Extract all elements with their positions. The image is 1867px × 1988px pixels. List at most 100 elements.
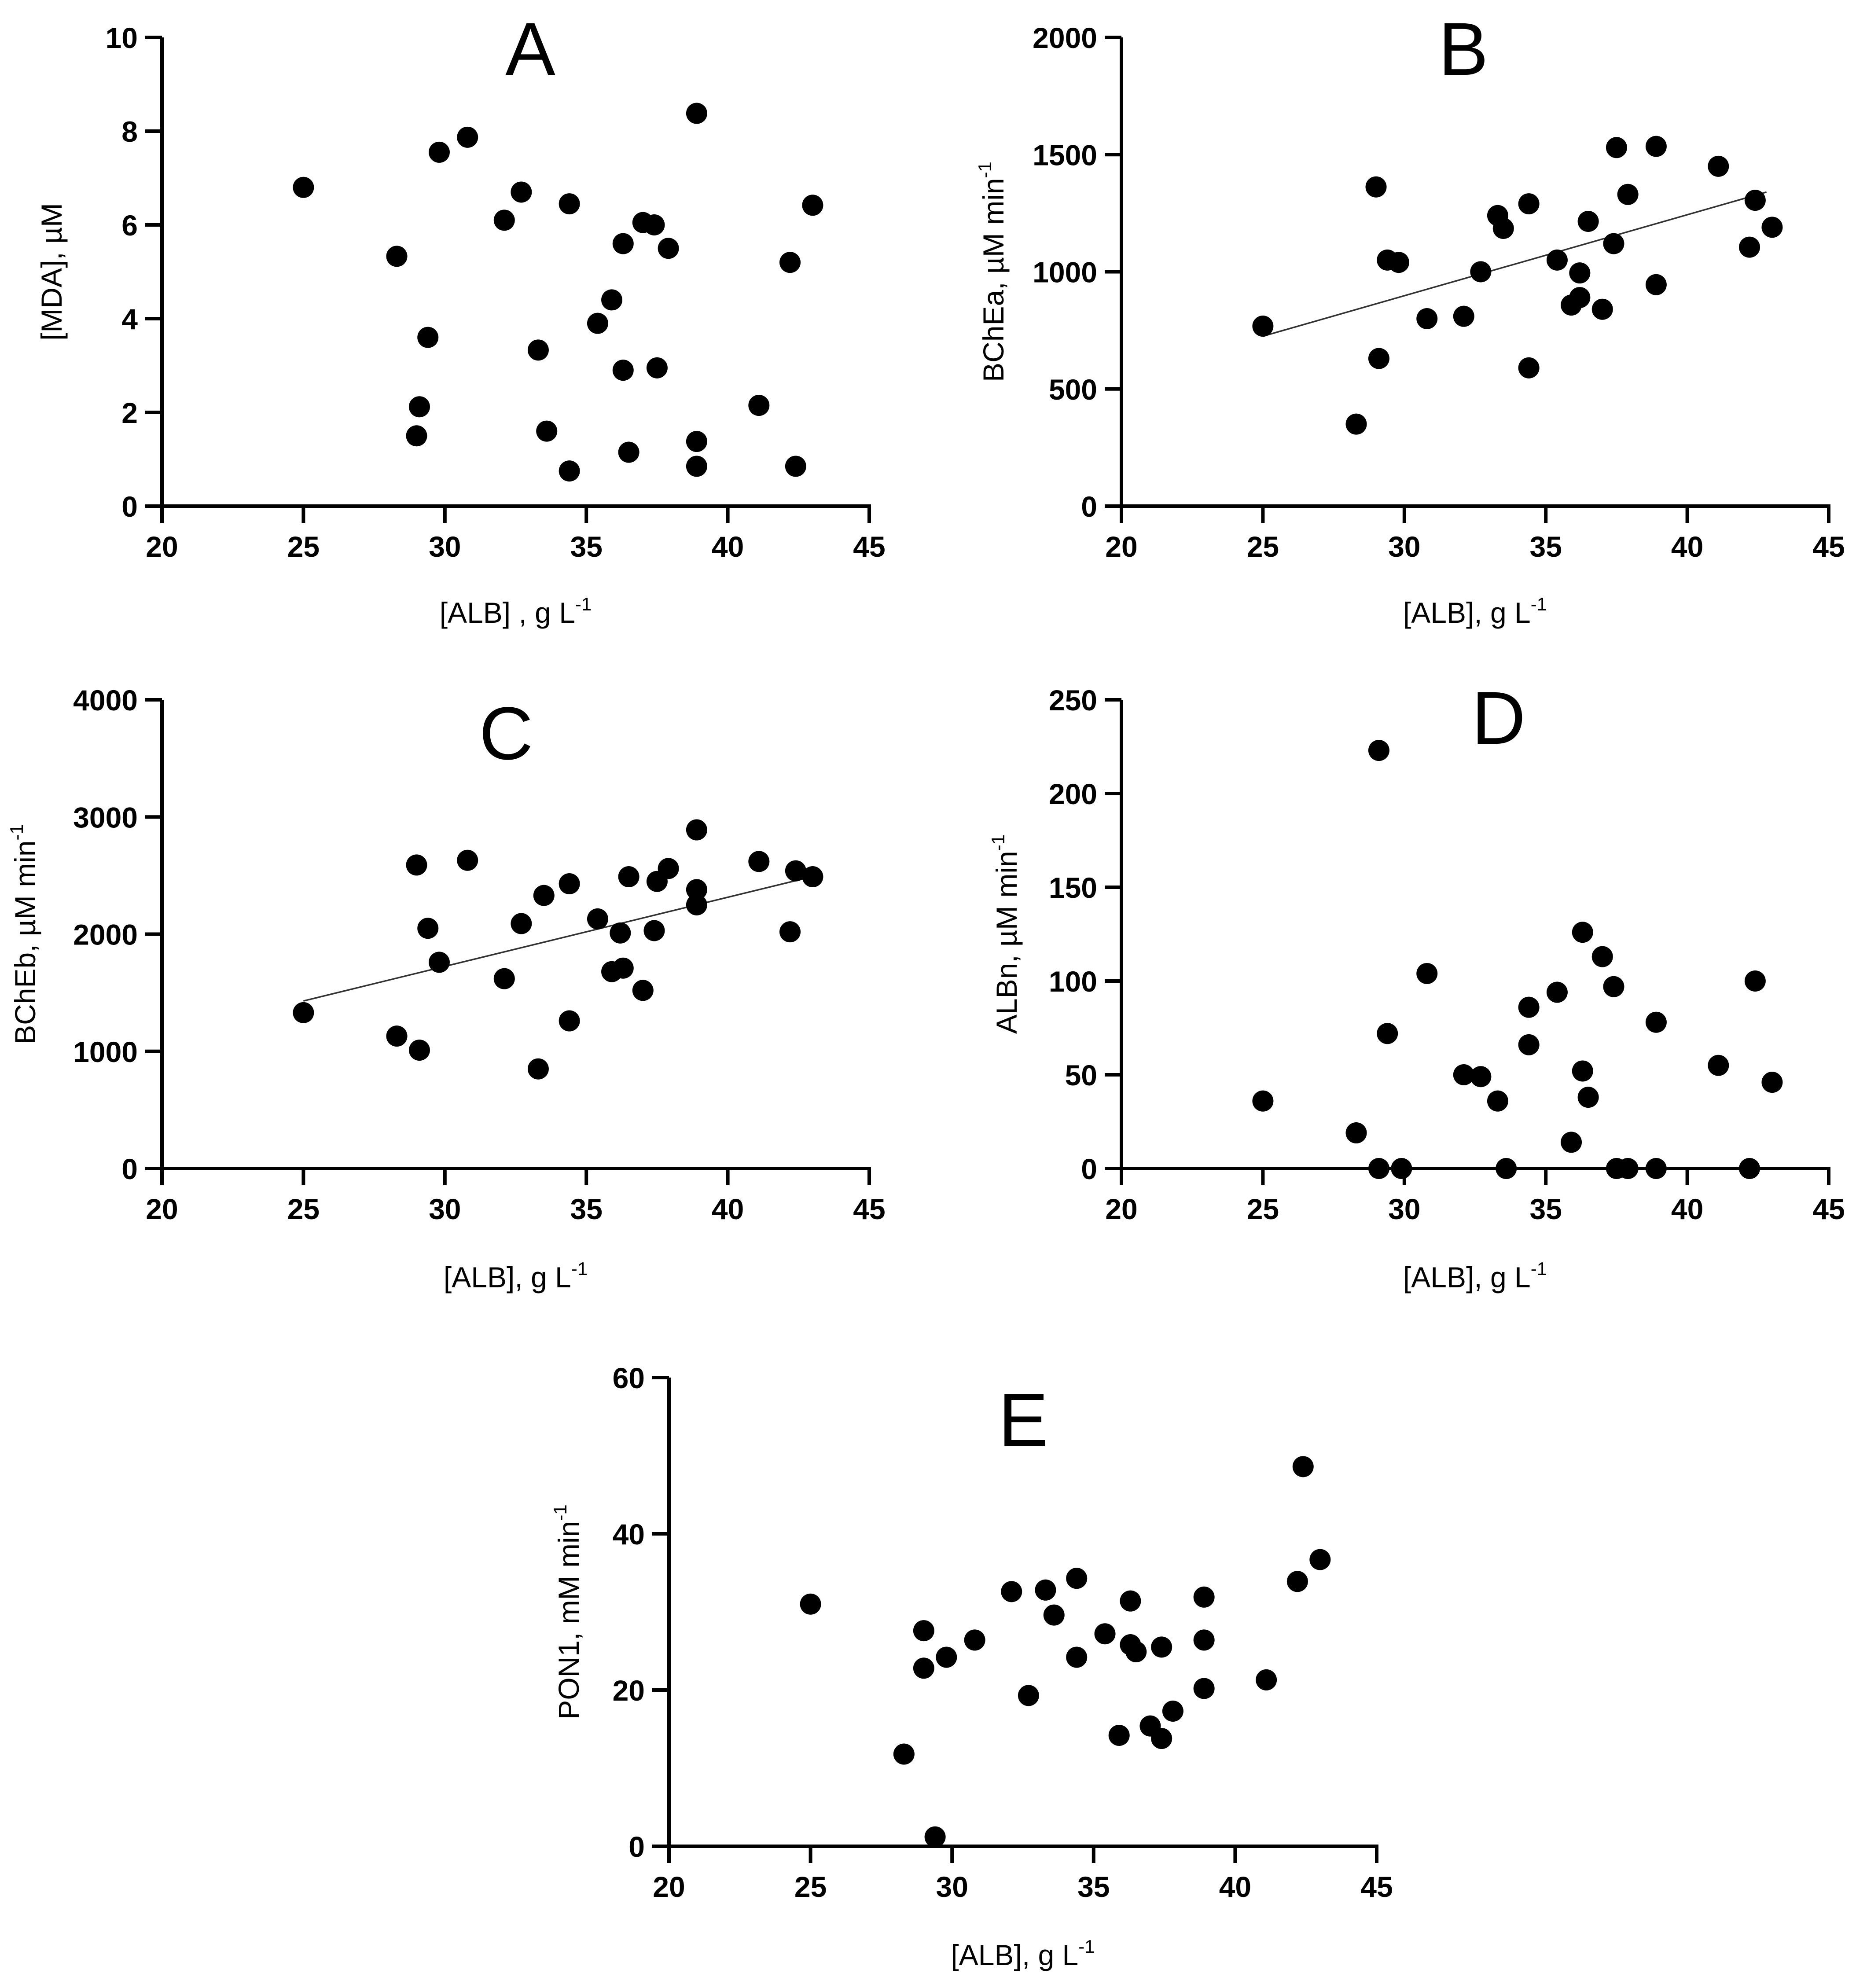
y-tick-label: 200 [1049, 778, 1097, 810]
data-point [1151, 1636, 1172, 1658]
data-point [686, 431, 707, 452]
x-axis-label-text: [ALB], g L [951, 1939, 1078, 1971]
data-point [1066, 1646, 1088, 1668]
data-point [1416, 308, 1438, 329]
x-axis-label-text: [ALB] , g L [440, 596, 575, 629]
data-point [1001, 1581, 1022, 1602]
data-point [1193, 1629, 1215, 1651]
data-point [1162, 1700, 1183, 1722]
data-point [1416, 963, 1438, 984]
y-tick-label: 40 [613, 1518, 645, 1551]
data-point [686, 819, 707, 841]
x-tick-label: 35 [570, 1193, 602, 1225]
data-point [601, 289, 623, 311]
y-tick-label: 0 [121, 490, 138, 523]
data-point [493, 968, 515, 989]
y-axis-label: BChEb, µM min-1 [6, 824, 41, 1044]
y-axis-label-superscript: -1 [988, 834, 1008, 851]
data-point [1739, 236, 1760, 258]
data-point [1151, 1728, 1172, 1749]
data-point [686, 103, 707, 124]
x-tick-label: 40 [712, 530, 744, 563]
data-point [1292, 1456, 1314, 1477]
y-axis-label-text: PON1, mM min [552, 1521, 585, 1720]
data-point [527, 1058, 549, 1080]
x-axis-label-superscript: -1 [1531, 594, 1547, 614]
chart-panel-a: 20 25 30 35 40 45 0 2 4 6 8 10 [ALB] , g L-1 [MDA], µ… [35, 7, 886, 629]
x-axis-label: [ALB], g L-1 [444, 1258, 588, 1293]
data-point [587, 312, 608, 334]
x-axis-label: [ALB] , g L-1 [440, 594, 592, 629]
data-point [1286, 1571, 1308, 1592]
data-point [1577, 211, 1599, 232]
data-point [1569, 287, 1591, 309]
data-point [1518, 996, 1540, 1018]
data-point [457, 126, 478, 148]
y-tick-label: 250 [1049, 684, 1097, 717]
data-point [511, 181, 532, 203]
data-point [386, 1025, 408, 1047]
y-tick-label: 1500 [1033, 139, 1097, 171]
data-point [785, 456, 806, 477]
data-point [686, 879, 707, 900]
data-point [408, 396, 430, 418]
x-tick-label: 45 [1812, 530, 1845, 563]
data-point [1193, 1678, 1215, 1699]
y-axis-label: [MDA], µM [35, 203, 68, 341]
panel-letter: C [479, 692, 533, 775]
x-tick-label: 30 [429, 530, 461, 563]
data-point [1708, 155, 1729, 177]
data-point [1043, 1604, 1065, 1626]
data-point [686, 456, 707, 477]
data-point [1368, 1158, 1389, 1179]
data-point [1309, 1549, 1331, 1570]
data-point [293, 176, 314, 198]
data-point [1252, 316, 1274, 337]
y-axis-label-text: BChEa, µM min [977, 178, 1010, 382]
data-point [1645, 1011, 1667, 1033]
x-axis-label-superscript: -1 [571, 1258, 588, 1279]
data-point [748, 851, 770, 872]
x-tick-label: 30 [429, 1193, 461, 1225]
y-tick-label: 20 [613, 1674, 645, 1707]
x-tick-label: 40 [1219, 1870, 1251, 1903]
x-tick-label: 20 [146, 1193, 178, 1225]
data-point [1546, 981, 1568, 1003]
y-tick-label: 3000 [73, 801, 138, 834]
data-point [1470, 1066, 1492, 1088]
data-point [748, 395, 770, 416]
y-axis-label: PON1, mM min-1 [550, 1504, 585, 1719]
data-point [386, 246, 408, 267]
x-tick-label: 25 [1247, 1193, 1279, 1225]
data-point [1345, 413, 1367, 435]
data-point [1606, 137, 1627, 158]
data-point [1368, 740, 1389, 761]
data-point [686, 894, 707, 915]
x-tick-label: 45 [853, 1193, 885, 1225]
data-point [493, 209, 515, 231]
y-tick-label: 4 [121, 303, 138, 335]
x-tick-label: 30 [1388, 1193, 1420, 1225]
data-point [1603, 233, 1624, 254]
x-axis-label-superscript: -1 [1531, 1258, 1547, 1279]
data-point [1617, 184, 1639, 205]
y-axis-label: BChEa, µM min-1 [974, 162, 1010, 382]
y-tick-label: 6 [121, 209, 138, 242]
data-point [1645, 136, 1667, 157]
y-axis-label: ALBn, µM min-1 [988, 834, 1023, 1034]
y-tick-label: 0 [628, 1830, 645, 1863]
data-point [893, 1743, 915, 1765]
x-tick-label: 25 [794, 1870, 827, 1903]
data-point [1518, 357, 1540, 378]
data-point [643, 920, 665, 941]
data-point [1256, 1669, 1277, 1690]
data-point [1739, 1158, 1760, 1179]
data-point [1708, 1055, 1729, 1076]
x-tick-label: 20 [1105, 530, 1137, 563]
data-point [1345, 1122, 1367, 1144]
data-point [964, 1629, 985, 1651]
